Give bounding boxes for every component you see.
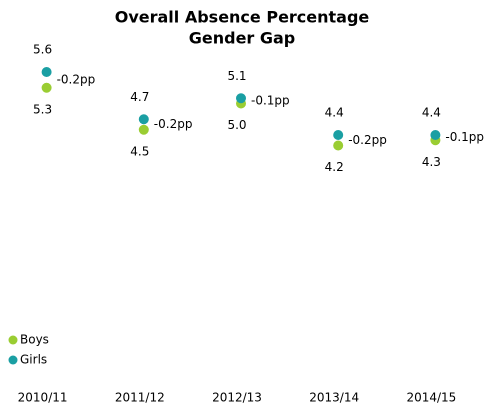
- gap-annotation: -0.2pp: [154, 117, 193, 131]
- data-label: 5.6: [33, 43, 52, 57]
- dot: [333, 130, 344, 140]
- dot: [41, 82, 52, 93]
- data-label: 5.3: [33, 102, 52, 116]
- dot: [333, 140, 344, 151]
- gap-annotation: -0.2pp: [57, 72, 96, 86]
- x-tick-label: 2014/15: [406, 391, 456, 405]
- data-label: 4.5: [130, 144, 149, 158]
- data-label: 4.3: [422, 155, 441, 169]
- data-label: 4.4: [422, 106, 441, 120]
- dot: [41, 67, 52, 77]
- data-label: 4.2: [325, 160, 344, 174]
- data-label: 4.4: [325, 106, 344, 120]
- legend-label: Girls: [20, 353, 47, 367]
- data-label: 5.0: [227, 118, 246, 132]
- legend-label: Boys: [20, 333, 49, 347]
- legend-swatch: [8, 355, 18, 365]
- dot: [430, 130, 441, 140]
- x-tick-label: 2010/11: [18, 391, 68, 405]
- data-label: 5.1: [227, 69, 246, 83]
- chart-title: Gender Gap: [189, 29, 296, 48]
- gap-annotation: -0.1pp: [251, 93, 290, 107]
- dot: [138, 114, 149, 125]
- chart-title: Overall Absence Percentage: [115, 8, 370, 27]
- gap-annotation: -0.1pp: [445, 130, 484, 144]
- gap-annotation: -0.2pp: [348, 133, 387, 147]
- legend-swatch: [8, 335, 18, 345]
- x-tick-label: 2011/12: [115, 391, 165, 405]
- dot: [138, 124, 149, 135]
- x-tick-label: 2012/13: [212, 391, 262, 405]
- data-label: 4.7: [130, 90, 149, 104]
- x-tick-label: 2013/14: [309, 391, 359, 405]
- dot: [236, 93, 246, 104]
